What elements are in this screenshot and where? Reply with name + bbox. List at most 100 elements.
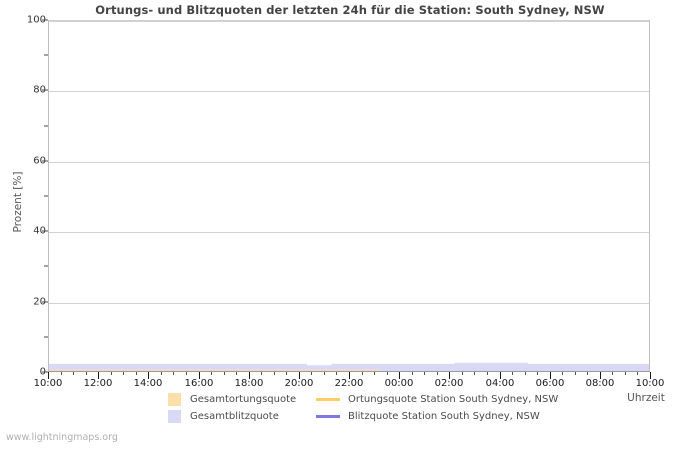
x-tick-label: 14:00 xyxy=(133,378,163,389)
legend-label: Ortungsquote Station South Sydney, NSW xyxy=(348,394,559,405)
legend-line-marker xyxy=(316,415,340,418)
y-tick-label: 80 xyxy=(33,84,46,96)
x-tick-minor xyxy=(575,372,576,375)
y-tick-major xyxy=(42,160,48,162)
x-tick-label: 06:00 xyxy=(535,378,565,389)
legend-swatch xyxy=(168,393,181,406)
x-tick-major xyxy=(98,372,99,379)
gridline xyxy=(49,21,649,22)
y-tick-major xyxy=(42,230,48,232)
x-tick-label: 16:00 xyxy=(184,378,214,389)
y-tick-label: 0 xyxy=(0,367,46,378)
y-tick-major xyxy=(42,19,48,21)
y-tick-minor xyxy=(44,336,48,338)
legend-swatch xyxy=(168,410,181,423)
y-tick-minor xyxy=(44,125,48,127)
x-tick-minor xyxy=(387,372,388,375)
y-tick-minor xyxy=(44,265,48,267)
x-tick-minor xyxy=(437,372,438,375)
area-series xyxy=(49,362,649,371)
x-tick-minor xyxy=(587,372,588,375)
x-tick-label: 10:00 xyxy=(635,378,665,389)
x-tick-minor xyxy=(462,372,463,375)
x-tick-minor xyxy=(161,372,162,375)
legend-label: Blitzquote Station South Sydney, NSW xyxy=(348,411,540,422)
x-tick-major xyxy=(249,372,250,379)
x-tick-label: 10:00 xyxy=(33,378,63,389)
x-tick-major xyxy=(299,372,300,379)
x-tick-major xyxy=(449,372,450,379)
x-tick-minor xyxy=(261,372,262,375)
y-tick-label: 40 xyxy=(33,225,46,237)
x-tick-minor xyxy=(123,372,124,375)
x-tick-major xyxy=(148,372,149,379)
legend-row: Gesamtblitzquote Blitzquote Station South… xyxy=(168,408,588,425)
x-tick-minor xyxy=(274,372,275,375)
legend-item[interactable]: Gesamtortungsquote xyxy=(168,393,316,406)
x-tick-minor xyxy=(173,372,174,375)
x-axis-label: Uhrzeit xyxy=(627,392,665,404)
x-tick-minor xyxy=(311,372,312,375)
x-tick-major xyxy=(550,372,551,379)
x-tick-label: 04:00 xyxy=(485,378,515,389)
gridline xyxy=(49,161,649,163)
legend-item[interactable]: Ortungsquote Station South Sydney, NSW xyxy=(316,394,586,405)
x-tick-minor xyxy=(111,372,112,375)
plot-area xyxy=(48,20,650,372)
x-tick-major xyxy=(650,372,651,379)
x-tick-minor xyxy=(512,372,513,375)
x-tick-minor xyxy=(637,372,638,375)
x-tick-minor xyxy=(211,372,212,375)
x-tick-label: 12:00 xyxy=(83,378,113,389)
x-tick-major xyxy=(48,372,49,379)
chart-title: Ortungs- und Blitzquoten der letzten 24h… xyxy=(95,3,605,17)
y-tick-label: 20 xyxy=(33,296,46,308)
x-tick-minor xyxy=(362,372,363,375)
chart-legend: Gesamtortungsquote Ortungsquote Station S… xyxy=(168,391,588,425)
x-tick-major xyxy=(600,372,601,379)
y-tick-major xyxy=(42,301,48,303)
x-tick-label: 02:00 xyxy=(434,378,464,389)
x-tick-minor xyxy=(286,372,287,375)
x-tick-minor xyxy=(73,372,74,375)
gridline xyxy=(49,232,649,234)
x-tick-minor xyxy=(537,372,538,375)
x-tick-minor xyxy=(374,372,375,375)
x-tick-minor xyxy=(61,372,62,375)
x-tick-minor xyxy=(612,372,613,375)
legend-row: Gesamtortungsquote Ortungsquote Station S… xyxy=(168,391,588,408)
series-svg xyxy=(49,362,649,371)
x-tick-label: 22:00 xyxy=(334,378,364,389)
x-tick-major xyxy=(399,372,400,379)
x-tick-minor xyxy=(224,372,225,375)
x-tick-minor xyxy=(525,372,526,375)
x-tick-minor xyxy=(186,372,187,375)
gridline xyxy=(49,302,649,304)
x-tick-major xyxy=(199,372,200,379)
x-tick-minor xyxy=(625,372,626,375)
y-tick-major xyxy=(42,89,48,91)
x-tick-major xyxy=(500,372,501,379)
x-tick-label: 08:00 xyxy=(585,378,615,389)
x-tick-minor xyxy=(136,372,137,375)
x-tick-minor xyxy=(336,372,337,375)
x-tick-label: 18:00 xyxy=(234,378,264,389)
watermark: www.lightningmaps.org xyxy=(6,432,118,443)
x-tick-label: 00:00 xyxy=(384,378,414,389)
y-tick-minor xyxy=(44,195,48,197)
x-tick-minor xyxy=(412,372,413,375)
legend-item[interactable]: Gesamtblitzquote xyxy=(168,410,316,423)
x-tick-label: 20:00 xyxy=(284,378,314,389)
legend-line-marker xyxy=(316,398,340,401)
x-tick-minor xyxy=(474,372,475,375)
legend-item[interactable]: Blitzquote Station South Sydney, NSW xyxy=(316,411,586,422)
x-tick-minor xyxy=(424,372,425,375)
y-axis-label: Prozent [%] xyxy=(12,171,24,233)
y-tick-minor xyxy=(44,54,48,56)
legend-label: Gesamtortungsquote xyxy=(190,394,297,405)
x-tick-minor xyxy=(86,372,87,375)
x-tick-minor xyxy=(236,372,237,375)
x-tick-minor xyxy=(324,372,325,375)
x-tick-minor xyxy=(562,372,563,375)
